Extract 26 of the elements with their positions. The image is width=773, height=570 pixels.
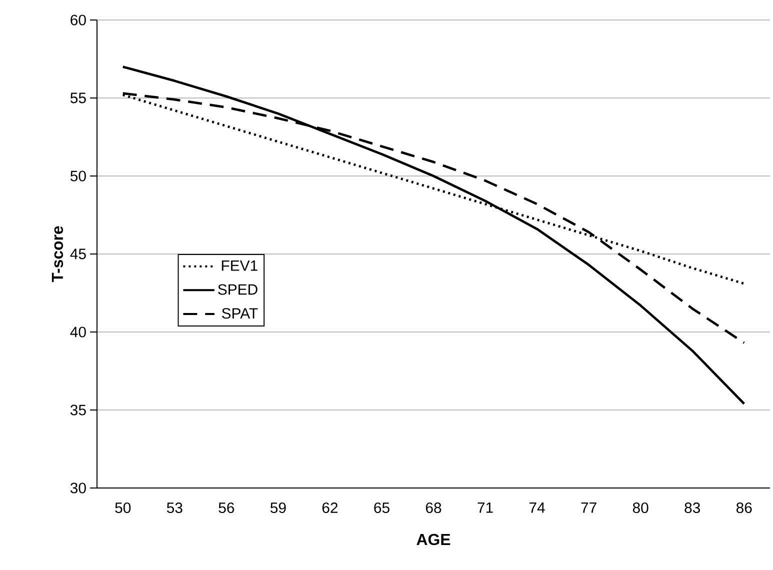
- x-tick-label: 77: [581, 502, 596, 513]
- legend-label: FEV1: [222, 260, 258, 271]
- x-tick-label: 59: [270, 502, 286, 514]
- x-tick-label: 86: [736, 502, 752, 514]
- y-tick-label: 40: [70, 326, 86, 338]
- x-axis-title: AGE: [416, 534, 450, 546]
- x-tick-label: 80: [632, 502, 648, 514]
- legend-label: SPED: [218, 284, 258, 295]
- x-tick-label: 68: [426, 502, 442, 514]
- x-tick-label: 74: [530, 502, 545, 513]
- y-tick-label: 30: [70, 482, 86, 494]
- y-axis-title: T-score: [52, 226, 64, 282]
- x-tick-label: 53: [166, 502, 182, 514]
- x-tick-label: 50: [115, 502, 131, 514]
- y-tick-label: 50: [70, 170, 86, 182]
- x-tick-label: 56: [218, 502, 234, 514]
- y-tick-label: 35: [70, 404, 86, 416]
- legend-label: SPAT: [222, 308, 258, 319]
- x-tick-label: 62: [322, 502, 338, 514]
- x-tick-label: 83: [684, 502, 700, 514]
- y-tick-label: 60: [70, 14, 86, 26]
- x-tick-label: 65: [374, 502, 390, 514]
- y-tick-label: 45: [70, 248, 86, 260]
- x-tick-label: 71: [478, 502, 493, 513]
- line-series: [122, 66, 746, 405]
- y-tick-label: 55: [70, 92, 86, 104]
